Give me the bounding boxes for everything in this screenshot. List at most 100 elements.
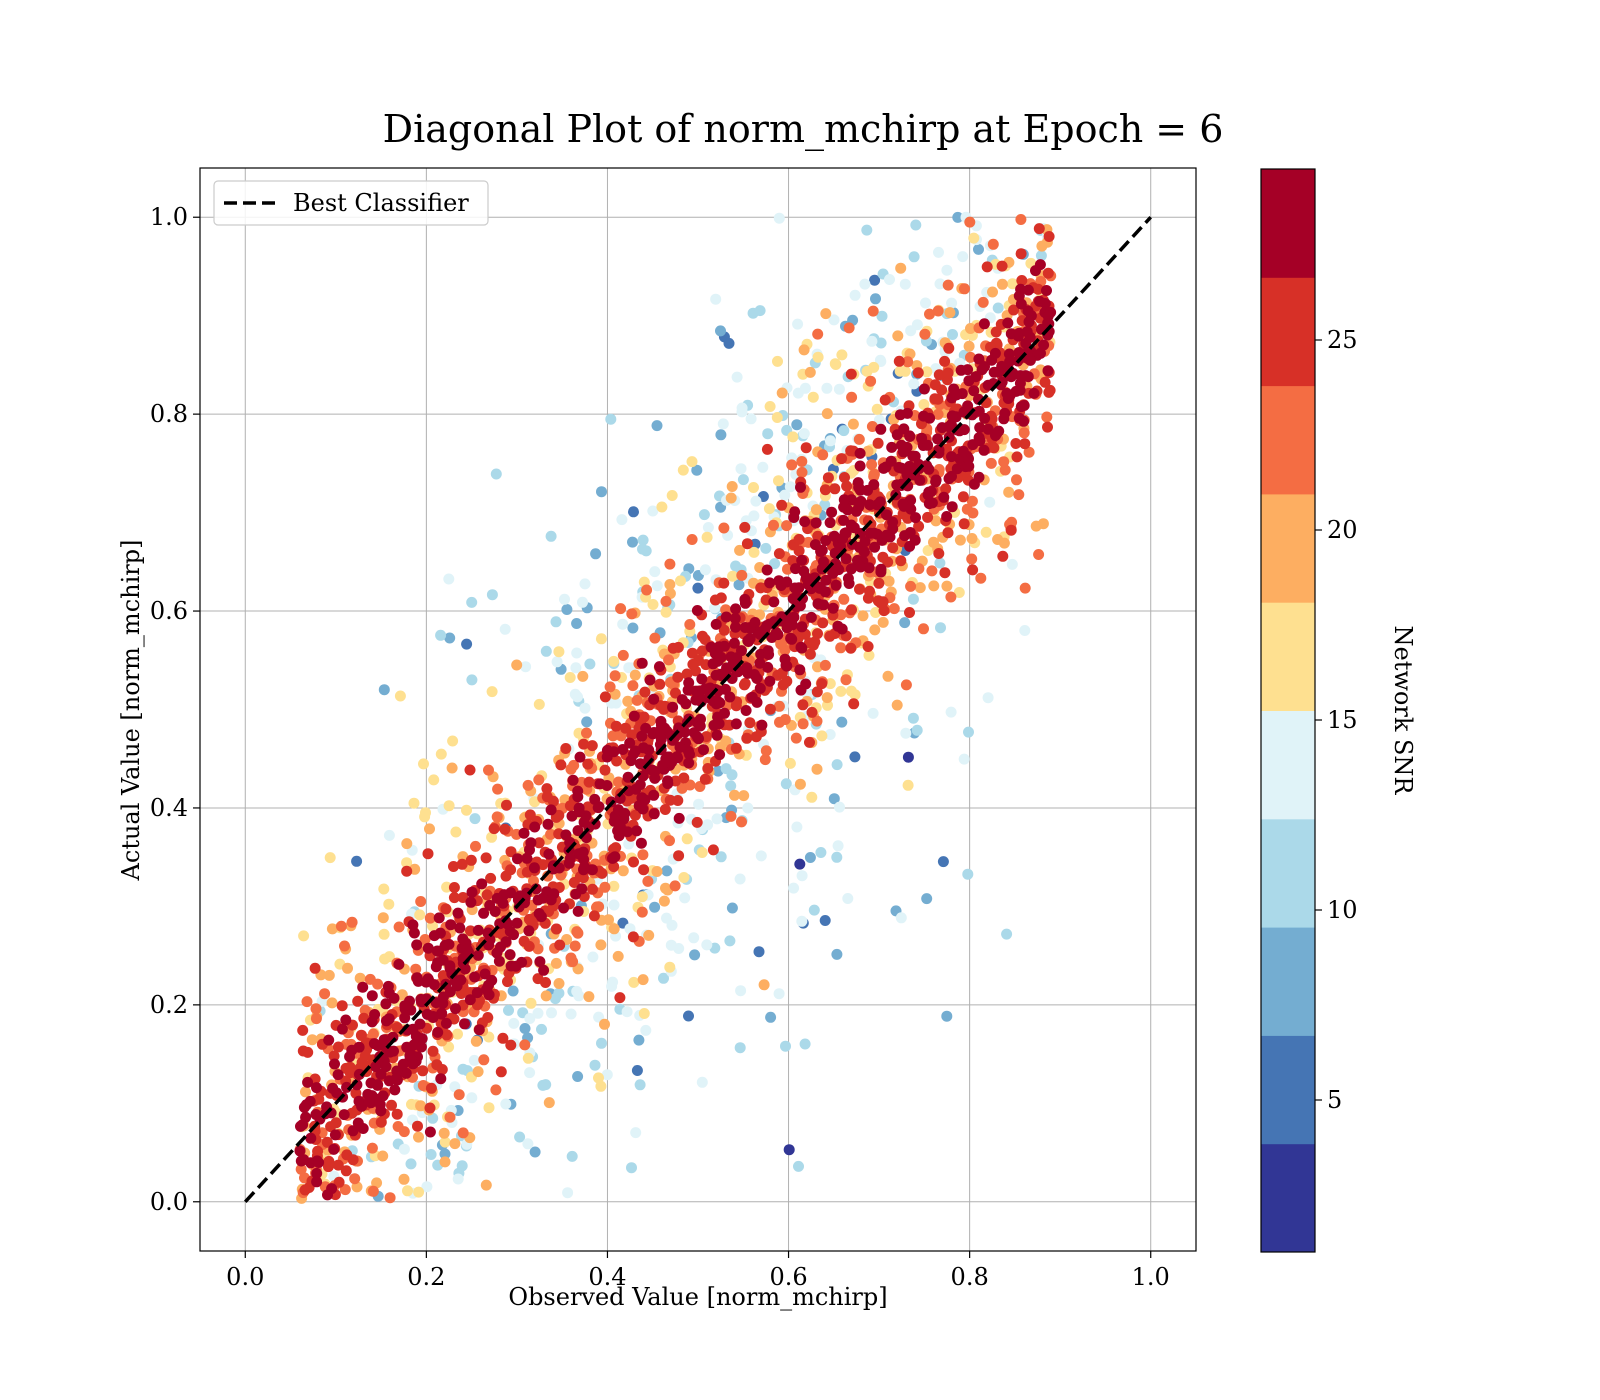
scatter-point (887, 542, 899, 554)
scatter-point (459, 1018, 470, 1030)
scatter-point (921, 460, 933, 472)
colorbar-tick-label: 25 (1327, 326, 1358, 354)
scatter-point (661, 912, 672, 924)
scatter-point (662, 775, 674, 787)
scatter-point (737, 474, 749, 486)
scatter-point (933, 369, 945, 381)
scatter-point (968, 385, 980, 397)
scatter-point (854, 447, 866, 459)
scatter-point (821, 408, 833, 420)
scatter-point (973, 243, 984, 255)
scatter-point (533, 837, 545, 849)
scatter-point (740, 705, 752, 716)
scatter-point (393, 921, 405, 933)
scatter-point (684, 619, 696, 630)
scatter-point (444, 960, 456, 972)
scatter-point (674, 741, 686, 753)
scatter-point (471, 987, 483, 999)
scatter-point (550, 957, 562, 969)
scatter-point (980, 526, 992, 538)
scatter-point (717, 418, 729, 430)
scatter-point (817, 449, 829, 461)
scatter-point (686, 534, 698, 545)
scatter-point (354, 972, 366, 984)
scatter-point (863, 649, 875, 661)
x-tick-label: 1.0 (1132, 1263, 1170, 1291)
scatter-point (353, 1068, 365, 1080)
scatter-point (821, 382, 833, 394)
scatter-point (321, 1136, 333, 1148)
scatter-point (711, 729, 723, 741)
scatter-point (302, 1076, 314, 1088)
scatter-point (718, 577, 730, 589)
scatter-point (663, 654, 675, 666)
scatter-point (882, 670, 894, 682)
scatter-point (378, 684, 390, 696)
scatter-point (564, 853, 576, 865)
scatter-point (534, 956, 546, 968)
scatter-point (375, 1105, 387, 1117)
scatter-point (428, 930, 440, 942)
scatter-point (301, 996, 313, 1008)
y-tick-label: 0.0 (150, 1188, 188, 1216)
scatter-point (899, 530, 911, 542)
scatter-point (711, 813, 723, 825)
scatter-point (724, 935, 736, 947)
scatter-point (565, 952, 577, 964)
scatter-point (633, 1034, 645, 1046)
scatter-point (935, 622, 946, 634)
scatter-point (759, 754, 771, 766)
scatter-point (965, 323, 976, 334)
scatter-point (327, 1082, 339, 1094)
scatter-point (760, 745, 772, 757)
scatter-point (648, 789, 660, 801)
scatter-point (1016, 275, 1028, 286)
scatter-point (466, 1092, 478, 1104)
scatter-point (358, 1012, 370, 1024)
x-tick-label: 0.4 (588, 1263, 626, 1291)
scatter-point (1010, 438, 1022, 449)
scatter-point (922, 511, 934, 523)
scatter-point (656, 501, 668, 513)
colorbar-tick-label: 5 (1327, 1086, 1342, 1114)
scatter-point (720, 735, 732, 747)
scatter-point (478, 1054, 490, 1066)
scatter-point (614, 992, 626, 1004)
scatter-point (830, 579, 842, 591)
scatter-point (466, 596, 478, 608)
scatter-point (1014, 384, 1026, 396)
scatter-point (750, 495, 762, 507)
scatter-point (364, 973, 376, 985)
scatter-point (1036, 240, 1048, 252)
scatter-point (572, 1071, 584, 1082)
scatter-point (881, 529, 893, 541)
colorbar-ticks: 5 10 15 20 25 (1315, 326, 1358, 1114)
scatter-point (794, 858, 806, 870)
scatter-point (1032, 283, 1044, 295)
scatter-point (587, 951, 599, 963)
scatter-point (934, 278, 946, 290)
scatter-point (687, 658, 699, 670)
scatter-point (933, 548, 945, 559)
scatter-point (875, 337, 887, 349)
scatter-point (338, 1109, 350, 1121)
scatter-point (366, 1142, 378, 1154)
scatter-point (791, 419, 803, 431)
scatter-point (637, 849, 649, 861)
scatter-point (683, 1010, 694, 1022)
scatter-point (1042, 267, 1054, 279)
colorbar-segment (1261, 169, 1315, 278)
scatter-point (427, 1011, 439, 1022)
scatter-point (838, 514, 849, 526)
scatter-point (664, 558, 676, 570)
scatter-point (443, 573, 455, 585)
scatter-point (764, 675, 776, 687)
scatter-point (946, 297, 958, 309)
scatter-point (1007, 278, 1018, 290)
scatter-point (444, 1111, 456, 1123)
scatter-point (729, 613, 741, 624)
scatter-point (751, 696, 763, 708)
scatter-point (565, 763, 577, 775)
scatter-point (853, 433, 865, 445)
scatter-point (755, 850, 767, 862)
